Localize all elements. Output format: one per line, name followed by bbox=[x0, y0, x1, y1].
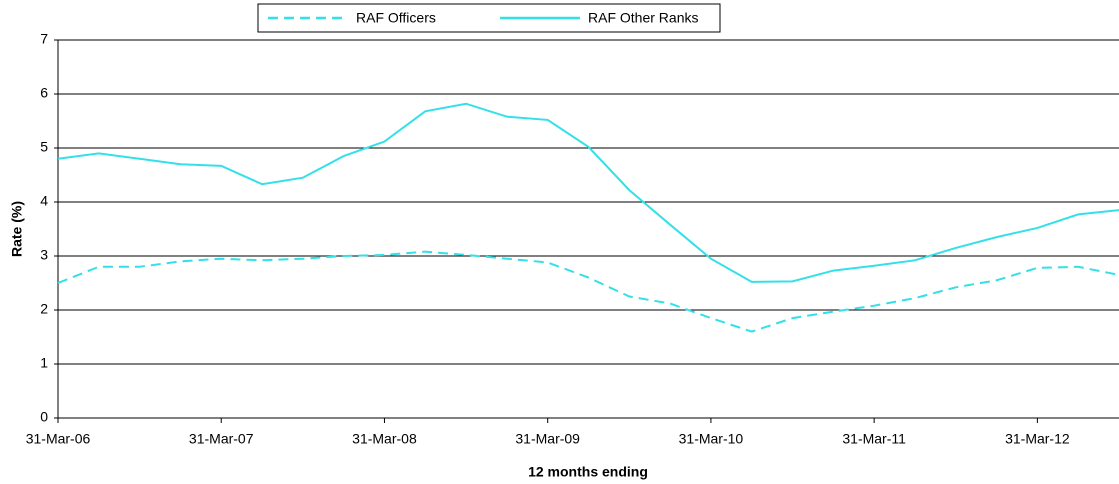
y-tick-label: 2 bbox=[40, 301, 48, 317]
legend-label: RAF Other Ranks bbox=[588, 10, 698, 26]
legend-label: RAF Officers bbox=[356, 10, 436, 26]
y-tick-label: 0 bbox=[40, 409, 48, 425]
y-tick-label: 3 bbox=[40, 247, 48, 263]
x-tick-label: 31-Mar-11 bbox=[842, 431, 906, 447]
y-tick-label: 4 bbox=[40, 193, 48, 209]
y-tick-label: 5 bbox=[40, 139, 48, 155]
series-line bbox=[57, 250, 1119, 333]
series-line bbox=[57, 102, 1119, 283]
x-tick-label: 31-Mar-10 bbox=[679, 431, 744, 447]
x-tick-label: 31-Mar-09 bbox=[515, 431, 580, 447]
y-tick-label: 1 bbox=[40, 355, 48, 371]
x-tick-label: 31-Mar-08 bbox=[352, 431, 417, 447]
x-tick-label: 31-Mar-07 bbox=[189, 431, 254, 447]
y-axis-title: Rate (%) bbox=[9, 201, 25, 257]
y-tick-label: 6 bbox=[40, 85, 48, 101]
x-tick-label: 31-Mar-06 bbox=[26, 431, 91, 447]
y-tick-label: 7 bbox=[40, 31, 48, 47]
x-axis-title: 12 months ending bbox=[528, 464, 648, 480]
x-tick-label: 31-Mar-12 bbox=[1005, 431, 1070, 447]
